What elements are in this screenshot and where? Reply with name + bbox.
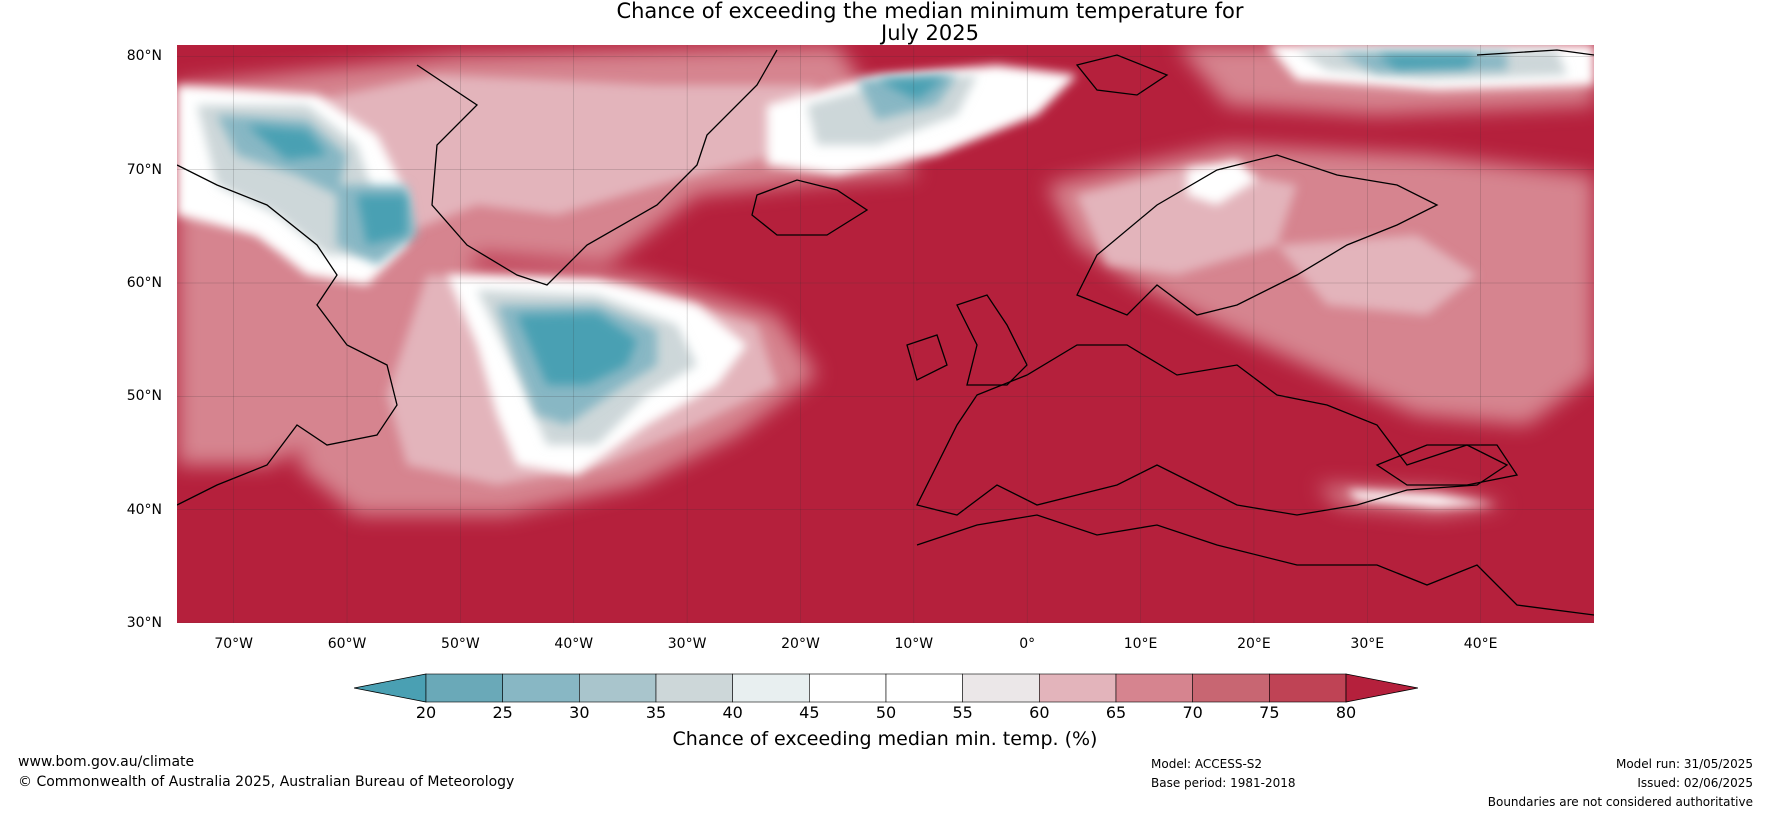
colorbar-segment: [1039, 673, 1117, 703]
colorbar-tick-label: 80: [1335, 703, 1357, 722]
footer-model-run: Model run: 31/05/2025: [1615, 757, 1753, 771]
colorbar-tick-label: 60: [1029, 703, 1050, 722]
latitude-label: 70°N: [126, 161, 162, 178]
colorbar-tick-label: 75: [1259, 703, 1280, 722]
latitude-label: 40°N: [126, 501, 162, 518]
colorbar-tick-label: 30: [569, 703, 590, 722]
colorbar: [354, 673, 1418, 703]
colorbar-extend-low: [354, 673, 427, 703]
map-title-line2: July 2025: [881, 21, 979, 45]
longitude-label: 40°E: [1463, 636, 1498, 652]
colorbar-segment: [502, 673, 580, 703]
colorbar-segment: [732, 673, 810, 703]
longitude-label: 20°E: [1237, 636, 1271, 652]
longitude-label: 30°E: [1350, 636, 1385, 652]
lowest-probability-zones: [247, 55, 1477, 385]
latitude-label: 80°N: [126, 48, 162, 65]
colorbar-tick-label: 25: [492, 703, 513, 722]
latitude-label: 60°N: [126, 275, 162, 291]
longitude-label: 10°W: [894, 636, 934, 652]
colorbar-label: Chance of exceeding median min. temp. (%…: [672, 728, 1098, 750]
colorbar-tick-label: 55: [952, 703, 973, 722]
colorbar-tick-label: 70: [1182, 703, 1203, 722]
colorbar-tick-label: 40: [722, 703, 743, 722]
colorbar-tick-label: 50: [875, 703, 897, 722]
colorbar-segment: [425, 673, 503, 703]
longitude-label: 30°W: [667, 636, 707, 652]
latitude-label: 50°N: [126, 388, 162, 405]
footer-base-period: Base period: 1981-2018: [1151, 776, 1296, 790]
longitude-label: 10°E: [1123, 636, 1158, 652]
latitude-label: 30°N: [126, 615, 162, 631]
colorbar-segment: [1115, 673, 1193, 703]
probability-map: [177, 45, 1594, 623]
colorbar-extend-high: [1345, 673, 1418, 703]
colorbar-segment: [962, 673, 1040, 703]
footer-url: www.bom.gov.au/climate: [18, 754, 195, 770]
colorbar-segment: [809, 673, 887, 703]
longitude-label: 50°W: [441, 636, 480, 652]
longitude-label: 20°W: [781, 636, 820, 652]
colorbar-tick-label: 65: [1105, 703, 1127, 722]
colorbar-tick-label: 35: [645, 703, 667, 722]
coastlines: [177, 49, 1594, 616]
colorbar-segment: [579, 673, 657, 703]
colorbar-segment: [1192, 673, 1270, 703]
longitude-label: 40°W: [554, 636, 594, 652]
colorbar-segment: [1269, 673, 1347, 703]
longitude-label: 0°: [1019, 636, 1036, 652]
colorbar-segment: [655, 673, 733, 703]
footer-model: Model: ACCESS-S2: [1151, 757, 1263, 771]
footer-copyright: © Commonwealth of Australia 2025, Austra…: [18, 774, 515, 790]
longitude-label: 70°W: [214, 636, 254, 652]
colorbar-segment: [885, 673, 963, 703]
graticule: [177, 45, 1594, 623]
footer-disclaimer: Boundaries are not considered authoritat…: [1487, 795, 1753, 809]
footer-issued: Issued: 02/06/2025: [1637, 776, 1753, 790]
colorbar-tick-label: 20: [415, 703, 437, 722]
map-title-line1: Chance of exceeding the median minimum t…: [616, 0, 1244, 23]
colorbar-tick-label: 45: [799, 703, 820, 722]
longitude-label: 60°W: [327, 636, 367, 652]
